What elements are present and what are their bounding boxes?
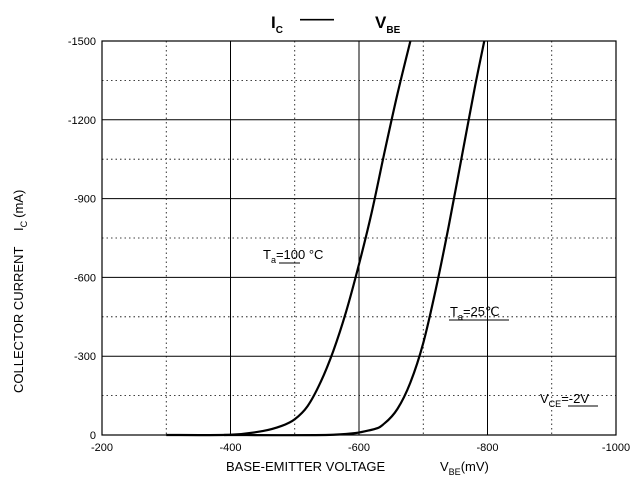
series-line-ta-100c [166, 40, 412, 437]
x-axis-label: BASE-EMITTER VOLTAGE [226, 459, 385, 474]
y-axis-label: COLLECTOR CURRENT [11, 247, 26, 393]
y-tick-label: -1200 [68, 115, 96, 127]
x-axis-variable: VBE(mV) [440, 459, 489, 477]
chart-title-left: IC [271, 13, 283, 36]
y-axis-ticks: 0 -300 -600 -900 -1200 -1500 [68, 36, 96, 442]
y-tick-label: -900 [74, 194, 96, 206]
x-tick-label: -800 [476, 442, 498, 454]
x-tick-label: -1000 [602, 442, 630, 454]
vce-annotation: VCE=-2V [540, 391, 589, 409]
chart-title-right: VBE [375, 13, 401, 36]
x-tick-label: -200 [91, 442, 113, 454]
x-tick-label: -400 [219, 442, 241, 454]
series-curves [166, 40, 486, 437]
plot-frame [101, 40, 617, 436]
x-tick-label: -600 [348, 442, 370, 454]
chart-title-dash: —— [300, 9, 334, 28]
y-tick-label: -1500 [68, 36, 96, 48]
y-tick-label: -600 [74, 272, 96, 284]
series-label-25c: Ta=25℃ [450, 304, 500, 322]
series-line-ta-25c [224, 40, 486, 437]
y-axis-variable: IC(mA) [11, 190, 29, 231]
y-tick-label: 0 [90, 430, 96, 442]
y-tick-label: -300 [74, 351, 96, 363]
x-axis-ticks: -200 -400 -600 -800 -1000 [91, 442, 630, 454]
series-label-100c: Ta=100 °C [263, 247, 323, 265]
